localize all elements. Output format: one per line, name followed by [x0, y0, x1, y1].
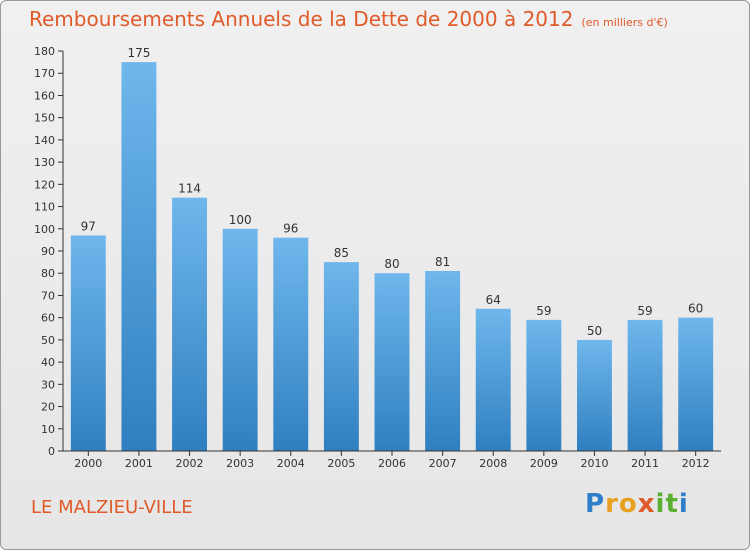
bar-2008: [475, 308, 511, 451]
x-tick-label: 2012: [682, 457, 710, 470]
logo-letter: o: [618, 489, 638, 519]
city-name: LE MALZIEU-VILLE: [31, 497, 193, 518]
bar-value-label: 59: [637, 304, 652, 318]
logo-letter: i: [678, 489, 689, 519]
bar-value-label: 97: [81, 219, 96, 233]
x-tick-label: 2008: [479, 457, 507, 470]
y-tick-label: 140: [34, 134, 55, 147]
y-tick-label: 130: [34, 156, 55, 169]
y-tick-label: 180: [34, 45, 55, 58]
bar-value-label: 114: [178, 182, 201, 196]
x-tick-label: 2002: [176, 457, 204, 470]
x-tick-label: 2001: [125, 457, 153, 470]
bar-2003: [222, 228, 258, 451]
bar-2006: [374, 273, 410, 451]
logo-letter: x: [637, 489, 656, 519]
logo-letter: r: [605, 489, 619, 519]
x-tick-label: 2010: [580, 457, 608, 470]
y-tick-label: 80: [41, 267, 55, 280]
proxiti-logo[interactable]: Proxiti: [585, 489, 689, 519]
chart-title: Remboursements Annuels de la Dette de 20…: [29, 7, 668, 31]
y-tick-label: 0: [48, 445, 55, 458]
x-tick-label: 2009: [530, 457, 558, 470]
logo-letter: i: [655, 489, 666, 519]
bar-value-label: 80: [384, 257, 399, 271]
bar-value-label: 96: [283, 222, 298, 236]
bar-2010: [576, 339, 612, 451]
chart-unit: (en milliers d'€): [581, 16, 668, 29]
y-tick-label: 50: [41, 334, 55, 347]
bar-2009: [526, 319, 562, 451]
y-tick-label: 10: [41, 423, 55, 436]
bar-2011: [627, 319, 663, 451]
x-tick-label: 2006: [378, 457, 406, 470]
bar-value-label: 50: [587, 324, 602, 338]
y-tick-label: 60: [41, 312, 55, 325]
logo-letter: t: [665, 489, 679, 519]
bar-2005: [323, 262, 359, 451]
y-axis: 0 10 20 30 40 50 60 70 80 90 100 110 120 130 140 150 160…: [34, 45, 64, 458]
y-tick-label: 20: [41, 401, 55, 414]
y-tick-label: 150: [34, 112, 55, 125]
bar-2007: [425, 271, 461, 451]
y-tick-label: 170: [34, 67, 55, 80]
y-tick-label: 160: [34, 89, 55, 102]
bar-value-label: 100: [229, 213, 252, 227]
bar-value-label: 64: [486, 293, 501, 307]
chart-title-main: Remboursements Annuels de la Dette de 20…: [29, 7, 574, 31]
x-tick-label: 2000: [74, 457, 102, 470]
y-tick-label: 100: [34, 223, 55, 236]
bar-value-label: 85: [334, 246, 349, 260]
y-tick-label: 70: [41, 289, 55, 302]
logo-letter: P: [585, 489, 606, 519]
x-tick-label: 2003: [226, 457, 254, 470]
x-tick-label: 2007: [429, 457, 457, 470]
x-tick-label: 2011: [631, 457, 659, 470]
bar-2012: [678, 317, 714, 451]
y-tick-label: 120: [34, 178, 55, 191]
bars: 97 175 114 100 96 85 80 81 64 59 50 59 60: [70, 46, 714, 451]
bar-value-label: 175: [127, 46, 150, 60]
bar-value-label: 59: [536, 304, 551, 318]
bar-value-label: 81: [435, 255, 450, 269]
bar-2001: [121, 62, 157, 451]
y-tick-label: 110: [34, 201, 55, 214]
bar-2002: [172, 197, 208, 451]
y-tick-label: 40: [41, 356, 55, 369]
y-tick-label: 90: [41, 245, 55, 258]
x-axis: 2000 2001 2002 2003 2004 2005 2006 2007 2008 2009…: [63, 450, 721, 470]
x-tick-label: 2004: [277, 457, 305, 470]
x-tick-label: 2005: [327, 457, 355, 470]
bar-value-label: 60: [688, 302, 703, 316]
y-tick-label: 30: [41, 378, 55, 391]
bar-2000: [70, 235, 106, 451]
bar-2004: [273, 237, 309, 451]
